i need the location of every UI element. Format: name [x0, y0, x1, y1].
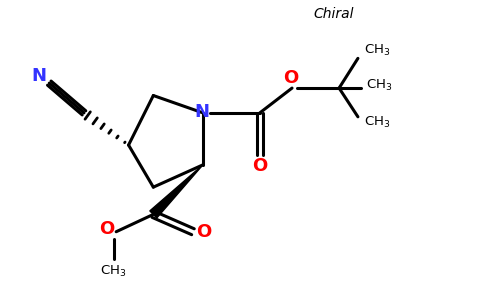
Text: O: O: [252, 157, 268, 175]
Text: O: O: [284, 69, 299, 87]
Text: CH$_3$: CH$_3$: [366, 78, 393, 93]
Text: O: O: [196, 223, 212, 241]
Text: CH$_3$: CH$_3$: [101, 264, 127, 279]
Text: N: N: [195, 103, 210, 121]
Text: N: N: [31, 67, 46, 85]
Text: CH$_3$: CH$_3$: [364, 44, 390, 59]
Text: Chiral: Chiral: [314, 7, 354, 21]
Text: O: O: [99, 220, 114, 238]
Polygon shape: [150, 165, 203, 218]
Text: CH$_3$: CH$_3$: [364, 115, 390, 130]
